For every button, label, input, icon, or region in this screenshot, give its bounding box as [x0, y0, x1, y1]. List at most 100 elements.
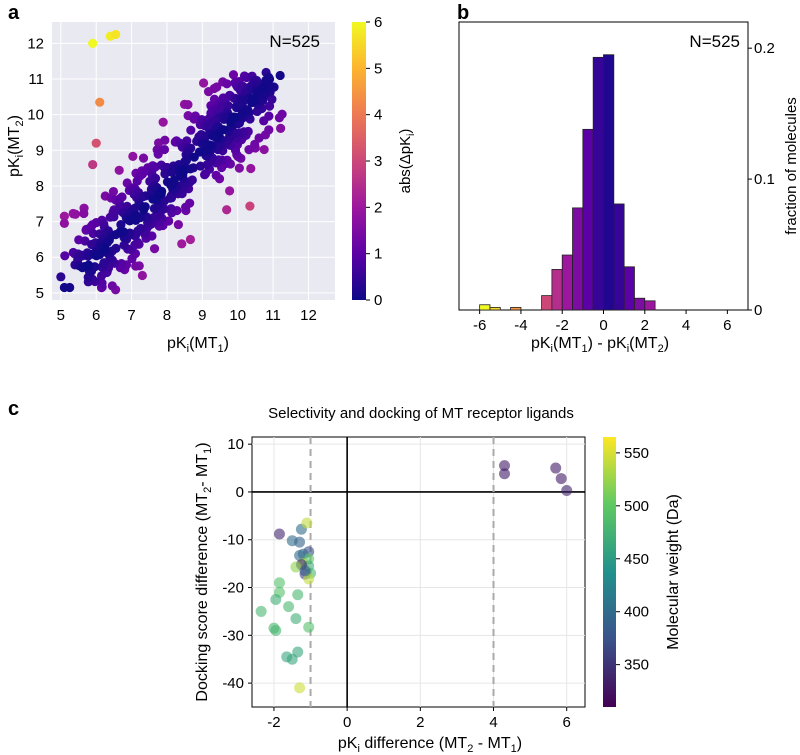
panel-a-x-tick-label: 8: [163, 307, 171, 324]
panel-b-y-axis-label: fraction of molecules: [783, 97, 800, 235]
panel-c-y-tick-label: 0: [236, 484, 244, 501]
panel-a-point: [109, 212, 119, 222]
panel-c-y-tick-label: 10: [227, 436, 244, 453]
panel-b-bar: [634, 297, 646, 311]
panel-a-point: [133, 226, 143, 236]
panel-b-bar: [613, 203, 625, 311]
panel-a-point: [88, 38, 98, 48]
panel-c-x-tick-label: 4: [489, 714, 497, 731]
panel-a-colorbar-tick-label: 1: [374, 246, 382, 263]
panel-c-point: [299, 565, 311, 577]
panel-a-n-annotation: N=525: [269, 32, 320, 51]
panel-a-point: [56, 272, 66, 282]
panel-a-point: [116, 220, 126, 230]
panel-a-point: [149, 203, 159, 214]
panel-a-x-tick-label: 5: [57, 307, 65, 324]
panel-a-point: [189, 114, 199, 124]
panel-a-x-tick-label: 11: [265, 307, 281, 324]
panel-b-bar: [572, 207, 584, 311]
panel-c-x-tick-label: 0: [343, 714, 351, 731]
panel-a-x-axis-label: pKi(MT1): [167, 335, 229, 355]
panel-a-point: [96, 271, 107, 281]
panel-a-point: [60, 251, 70, 261]
panel-c-y-tick-label: -20: [222, 580, 244, 597]
panel-c-points: [255, 460, 573, 694]
panel-c-point: [292, 589, 304, 601]
panel-a-colorbar-tick-label: 0: [374, 292, 382, 309]
panel-a-point: [248, 94, 258, 104]
panel-a-point: [88, 228, 98, 239]
panel-a-point: [95, 250, 105, 260]
panel-c-colorbar-tick-label: 550: [624, 445, 649, 462]
panel-a-point: [276, 123, 286, 133]
panel-label-c: c: [8, 398, 20, 420]
panel-a-ticks: 5 6 7 8 9 10 11 12 5 6 7 8 9 10 11 12: [27, 35, 317, 324]
panel-a-y-tick-label: 12: [27, 35, 44, 52]
panel-a-y-tick-label: 5: [36, 285, 44, 302]
panel-a-point: [211, 170, 221, 181]
panel-c-colorbar-ticks: 350 400 450 500 550: [616, 445, 649, 674]
panel-b-n-annotation: N=525: [689, 32, 740, 51]
panel-b-y-tick-label: 0.2: [754, 40, 775, 57]
panel-a-point: [259, 116, 269, 126]
panel-a-colorbar-tick-label: 6: [374, 14, 382, 31]
panel-b-bar: [541, 295, 553, 311]
panel-a-point: [130, 240, 140, 250]
panel-c-colorbar-tick-label: 400: [624, 604, 649, 621]
panel-a-point: [99, 258, 109, 268]
panel-a-point: [225, 186, 235, 196]
panel-a-point: [267, 94, 277, 104]
panel-a-point: [177, 239, 187, 249]
panel-c-point: [301, 517, 313, 529]
panel-c-colorbar-tick-label: 500: [624, 498, 649, 515]
panel-c-point: [270, 625, 282, 637]
panel-a-point: [246, 163, 256, 174]
panel-a-point: [70, 209, 81, 219]
panel-a-point: [100, 243, 110, 254]
panel-a-point: [198, 78, 209, 88]
panel-b-bar: [510, 306, 522, 311]
panel-b-bar: [592, 56, 604, 311]
panel-a-point: [177, 166, 187, 176]
panel-c-colorbar-label: Molecular weight (Da): [665, 494, 682, 650]
panel-a-point: [149, 244, 160, 254]
panel-b-y-tick-label: 0: [754, 302, 762, 319]
panel-a-points: [56, 29, 287, 295]
panel-a-point: [157, 186, 167, 196]
panel-a-point: [138, 153, 149, 163]
panel-a-point: [65, 282, 75, 293]
panel-c-y-tick-label: -30: [222, 627, 244, 644]
panel-b-x-tick-label: 2: [641, 317, 649, 334]
panel-a-point: [194, 147, 205, 157]
panel-a-colorbar-tick-label: 3: [374, 153, 382, 170]
panel-a-point: [277, 109, 287, 119]
panel-label-b: b: [457, 2, 470, 24]
panel-a-point: [139, 205, 149, 215]
panel-a-y-tick-label: 8: [36, 178, 44, 195]
panel-b-ticks: -6 -4 -2 0 2 4 6 0 0.1 0.2: [473, 40, 775, 334]
panel-a-point: [59, 218, 69, 228]
panel-a-point: [244, 145, 254, 155]
panel-a-point: [149, 212, 159, 222]
panel-c-x-tick-label: -2: [267, 714, 280, 731]
panel-c-point: [498, 468, 510, 480]
panel-a-point: [173, 219, 183, 230]
panel-a-point: [132, 176, 142, 186]
panel-a-y-tick-label: 7: [36, 214, 44, 231]
panel-a-colorbar-ticks: 0 1 2 3 4 5 6: [366, 14, 382, 309]
panel-a-colorbar-tick-label: 2: [374, 199, 382, 216]
panel-a-y-axis-label: pKi(MT2): [6, 115, 26, 177]
panel-a-point: [228, 70, 239, 80]
panel-c-point: [286, 535, 298, 547]
panel-a-point: [183, 100, 193, 110]
panel-a-y-tick-label: 11: [28, 71, 44, 88]
panel-c-colorbar-tick-label: 350: [624, 657, 649, 674]
panel-a-point: [223, 101, 233, 111]
panel-c-x-tick-label: 6: [563, 714, 571, 731]
panel-a-point: [212, 82, 222, 92]
panel-a-point: [222, 205, 232, 215]
panel-c-title: Selectivity and docking of MT receptor l…: [268, 405, 574, 422]
panel-a-y-tick-label: 9: [36, 142, 44, 159]
panel-a-colorbar-tick-label: 4: [374, 107, 382, 124]
